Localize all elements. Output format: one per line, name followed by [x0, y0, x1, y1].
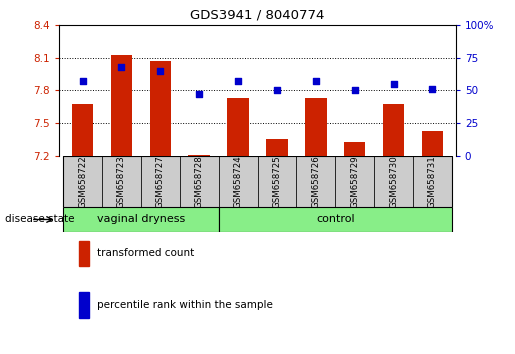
Point — [234, 78, 242, 84]
Text: disease state: disease state — [5, 215, 75, 224]
Bar — [180, 156, 219, 207]
Point — [389, 81, 398, 86]
Bar — [141, 156, 180, 207]
Bar — [79, 292, 89, 318]
Bar — [63, 207, 219, 232]
Bar — [219, 156, 258, 207]
Point — [312, 78, 320, 84]
Text: GSM658729: GSM658729 — [350, 155, 359, 208]
Point — [273, 87, 281, 93]
Bar — [102, 156, 141, 207]
Text: GSM658727: GSM658727 — [156, 155, 165, 208]
Text: GSM658723: GSM658723 — [117, 155, 126, 208]
Text: GSM658726: GSM658726 — [311, 155, 320, 208]
Text: control: control — [316, 215, 354, 224]
Bar — [258, 156, 296, 207]
Bar — [305, 98, 327, 156]
Bar — [344, 142, 365, 156]
Text: GDS3941 / 8040774: GDS3941 / 8040774 — [191, 9, 324, 22]
Point — [78, 78, 87, 84]
Point — [351, 87, 359, 93]
Point — [428, 86, 437, 92]
Bar — [422, 131, 443, 156]
Bar — [111, 55, 132, 156]
Bar — [72, 104, 93, 156]
Text: GSM658724: GSM658724 — [234, 155, 243, 208]
Point — [156, 68, 164, 73]
Bar — [335, 156, 374, 207]
Point — [195, 91, 203, 97]
Bar — [383, 104, 404, 156]
Text: GSM658725: GSM658725 — [272, 155, 281, 208]
Bar — [188, 155, 210, 156]
Text: transformed count: transformed count — [97, 249, 194, 258]
Bar — [63, 156, 102, 207]
Text: vaginal dryness: vaginal dryness — [97, 215, 185, 224]
Text: percentile rank within the sample: percentile rank within the sample — [97, 300, 273, 310]
Bar — [413, 156, 452, 207]
Bar — [266, 139, 288, 156]
Text: GSM658731: GSM658731 — [428, 155, 437, 208]
Bar — [296, 156, 335, 207]
Text: GSM658728: GSM658728 — [195, 155, 204, 208]
Bar — [227, 98, 249, 156]
Bar — [79, 241, 89, 266]
Bar — [150, 61, 171, 156]
Point — [117, 64, 126, 69]
Text: GSM658722: GSM658722 — [78, 155, 87, 208]
Bar — [219, 207, 452, 232]
Text: GSM658730: GSM658730 — [389, 155, 398, 208]
Bar — [374, 156, 413, 207]
